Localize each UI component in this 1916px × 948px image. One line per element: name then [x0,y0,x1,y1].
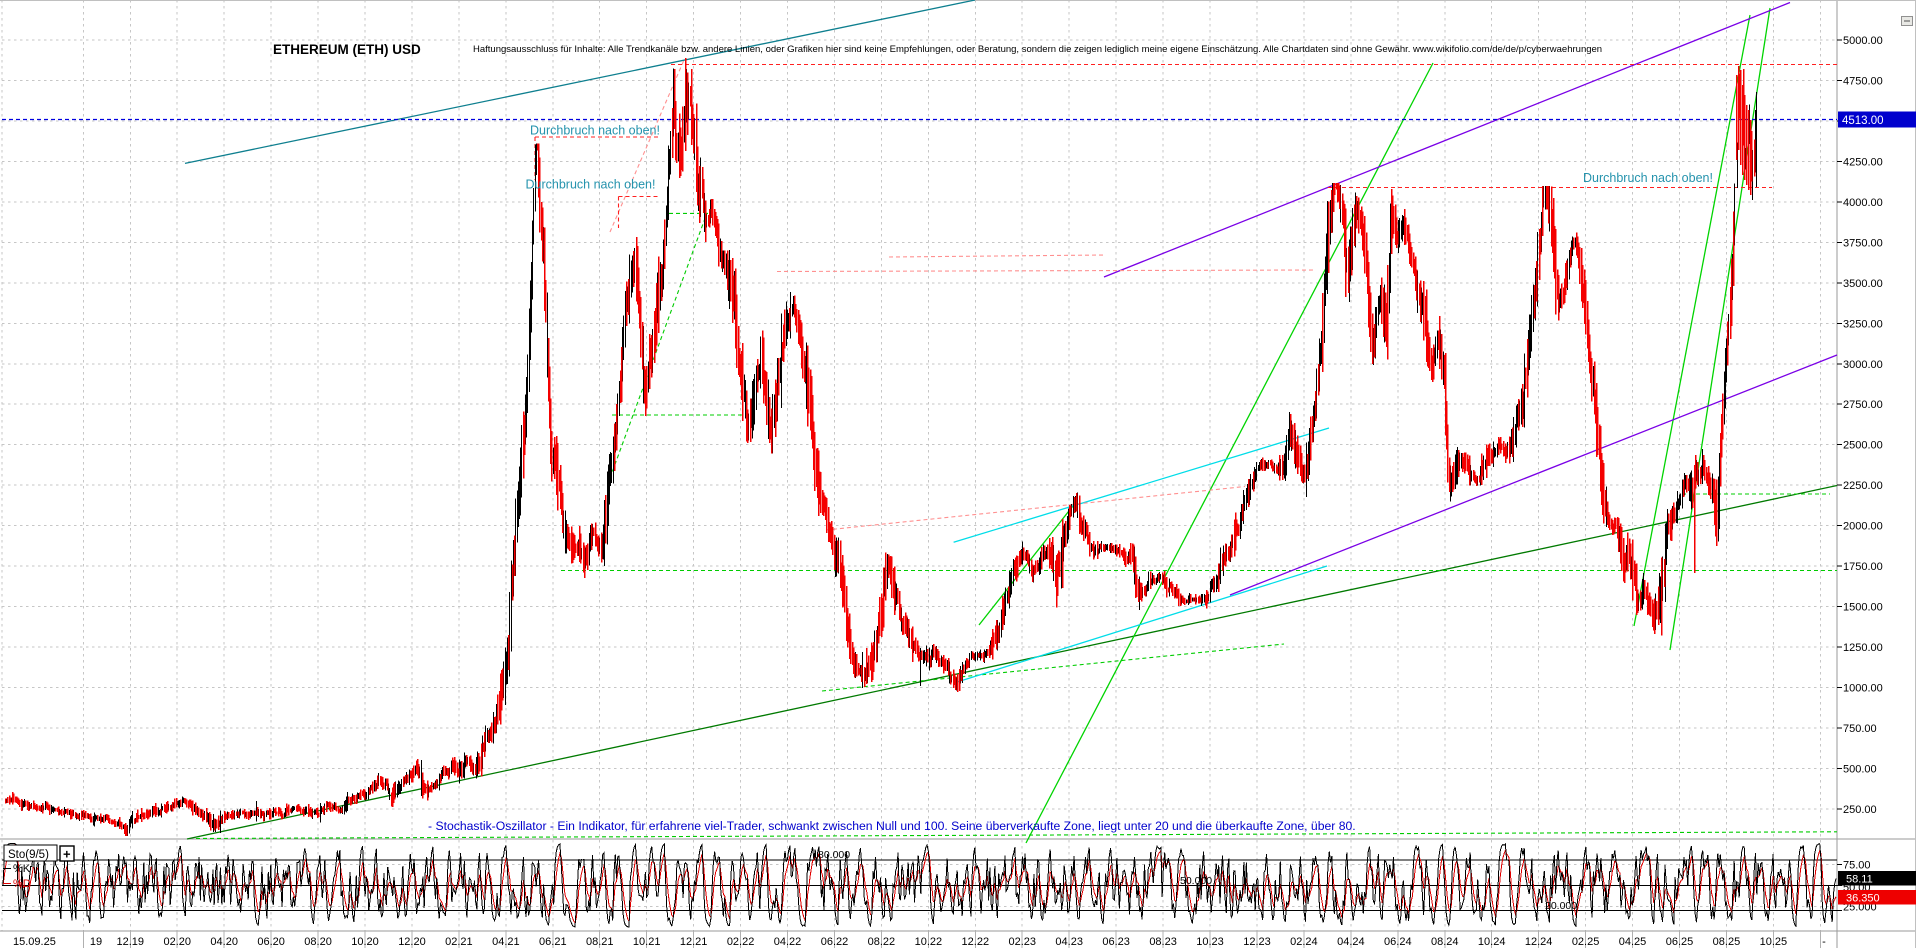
svg-text:08.24: 08.24 [1431,936,1459,948]
svg-text:06.24: 06.24 [1384,936,1412,948]
svg-text:06.23: 06.23 [1102,936,1130,948]
svg-text:12.22: 12.22 [962,936,990,948]
svg-text:15.09.25: 15.09.25 [13,936,56,948]
svg-text:08.21: 08.21 [586,936,614,948]
svg-text:19: 19 [90,936,102,948]
svg-text:04.22: 04.22 [774,936,802,948]
svg-text:1000.00: 1000.00 [1843,682,1883,694]
svg-text:04.24: 04.24 [1337,936,1365,948]
svg-text:%K: %K [13,863,31,875]
svg-text:12.19: 12.19 [117,936,145,948]
svg-text:- Stochastik-Oszillator - Ein: - Stochastik-Oszillator - Ein Indikator,… [428,819,1356,833]
svg-text:80.000: 80.000 [818,849,850,861]
svg-text:2000.00: 2000.00 [1843,521,1883,533]
svg-text:12.24: 12.24 [1525,936,1553,948]
svg-text:4513.00: 4513.00 [1842,115,1884,127]
svg-text:ETHEREUM (ETH) USD: ETHEREUM (ETH) USD [273,42,421,57]
svg-text:10.25: 10.25 [1760,936,1788,948]
svg-text:50.000: 50.000 [1180,875,1212,887]
svg-text:12.21: 12.21 [680,936,708,948]
svg-text:3250.00: 3250.00 [1843,318,1883,330]
svg-text:58.11: 58.11 [1846,874,1873,886]
svg-text:3500.00: 3500.00 [1843,278,1883,290]
svg-text:Haftungsausschluss für Inhalte: Haftungsausschluss für Inhalte: Alle Tre… [473,44,1602,55]
svg-text:Durchbruch nach oben!: Durchbruch nach oben! [1583,171,1713,185]
svg-text:3750.00: 3750.00 [1843,237,1883,249]
svg-text:1750.00: 1750.00 [1843,561,1883,573]
svg-text:02.20: 02.20 [163,936,191,948]
svg-text:4000.00: 4000.00 [1843,197,1883,209]
svg-text:04.21: 04.21 [492,936,520,948]
svg-text:02.22: 02.22 [727,936,755,948]
svg-text:75.00: 75.00 [1843,859,1871,871]
svg-text:+: + [63,847,71,862]
svg-text:4250.00: 4250.00 [1843,156,1883,168]
svg-text:02.21: 02.21 [445,936,473,948]
svg-text:08.22: 08.22 [868,936,896,948]
svg-text:Sto(9/5): Sto(9/5) [8,849,49,861]
svg-text:10.24: 10.24 [1478,936,1506,948]
svg-text:06.20: 06.20 [257,936,285,948]
svg-text:12.20: 12.20 [398,936,426,948]
svg-text:500.00: 500.00 [1843,763,1877,775]
svg-text:08.20: 08.20 [304,936,332,948]
svg-text:02.24: 02.24 [1290,936,1318,948]
svg-text:08.25: 08.25 [1713,936,1741,948]
svg-text:04.25: 04.25 [1619,936,1647,948]
svg-text:06.22: 06.22 [821,936,849,948]
svg-text:10.22: 10.22 [915,936,943,948]
svg-text:750.00: 750.00 [1843,723,1877,735]
svg-text:10.23: 10.23 [1196,936,1224,948]
svg-text:4750.00: 4750.00 [1843,76,1883,88]
svg-text:10.21: 10.21 [633,936,661,948]
svg-text:04.20: 04.20 [210,936,238,948]
svg-text:10.20: 10.20 [351,936,379,948]
svg-text:36.350: 36.350 [1846,893,1880,905]
svg-text:1500.00: 1500.00 [1843,602,1883,614]
svg-text:02.23: 02.23 [1008,936,1036,948]
svg-text:06.25: 06.25 [1666,936,1694,948]
svg-text:20.000: 20.000 [1545,900,1577,912]
svg-text:08.23: 08.23 [1149,936,1177,948]
svg-text:2500.00: 2500.00 [1843,440,1883,452]
svg-text:-: - [1822,936,1826,948]
svg-text:Durchbruch nach oben!: Durchbruch nach oben! [530,124,660,138]
svg-text:2750.00: 2750.00 [1843,399,1883,411]
svg-text:04.23: 04.23 [1055,936,1083,948]
svg-text:5000.00: 5000.00 [1843,35,1883,47]
svg-text:2250.00: 2250.00 [1843,480,1883,492]
svg-text:3000.00: 3000.00 [1843,359,1883,371]
svg-text:Durchbruch nach oben!: Durchbruch nach oben! [526,178,656,192]
svg-text:12.23: 12.23 [1243,936,1271,948]
svg-text:%D: %D [13,878,31,890]
svg-text:02.25: 02.25 [1572,936,1600,948]
svg-text:1250.00: 1250.00 [1843,642,1883,654]
svg-text:250.00: 250.00 [1843,804,1877,816]
svg-text:06.21: 06.21 [539,936,567,948]
